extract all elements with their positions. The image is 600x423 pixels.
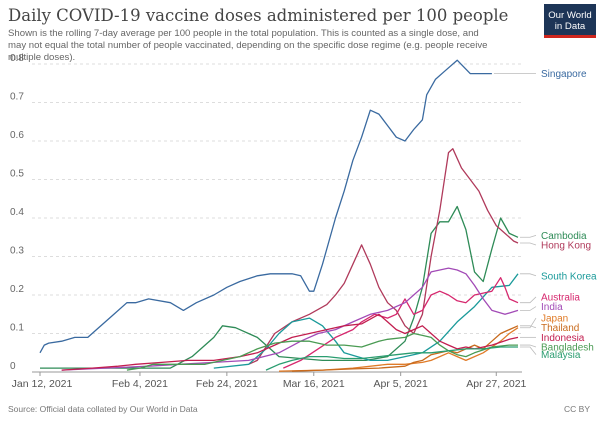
series-label-bangladesh[interactable]: Bangladesh [541, 342, 594, 353]
series-line-india[interactable] [61, 267, 519, 371]
label-connector [520, 242, 537, 246]
label-connector [520, 306, 537, 311]
y-tick-labels: 0 0.1 0.2 0.3 0.4 0.5 0.6 0.7 0.8 [10, 53, 24, 372]
y-tick-label: 0.6 [10, 130, 24, 141]
y-tick-label: 0.3 [10, 246, 24, 257]
source-note[interactable]: Source: Official data collated by Our Wo… [8, 404, 198, 414]
label-connector [520, 296, 537, 304]
series-line-australia[interactable] [283, 277, 519, 369]
series-line-singapore[interactable] [39, 59, 492, 354]
series-label-cambodia[interactable]: Cambodia [541, 231, 587, 242]
y-tick-label: 0.1 [10, 323, 24, 334]
label-connector [520, 325, 537, 329]
series-line-bangladesh[interactable] [126, 332, 518, 371]
y-tick-label: 0 [10, 361, 16, 372]
series-label-australia[interactable]: Australia [541, 292, 580, 303]
label-connector [520, 346, 537, 355]
label-connector [520, 317, 537, 329]
series-line-hong-kong[interactable] [248, 148, 519, 365]
series-line-indonesia[interactable] [61, 313, 519, 371]
y-tick-label: 0.5 [10, 169, 24, 180]
license-label[interactable]: CC BY [564, 404, 590, 414]
x-tick-label: Jan 12, 2021 [12, 378, 73, 390]
x-tick-label: Feb 4, 2021 [112, 378, 168, 390]
series-label-japan[interactable]: Japan [541, 314, 568, 325]
series-label-indonesia[interactable]: Indonesia [541, 333, 585, 344]
series-label-south-korea[interactable]: South Korea [541, 271, 597, 282]
x-tick-label: Apr 5, 2021 [374, 378, 428, 390]
label-connector [520, 273, 537, 277]
series-line-malaysia[interactable] [265, 346, 518, 371]
series-line-japan[interactable] [278, 327, 519, 372]
chart-subtitle: Shown is the rolling 7-day average per 1… [8, 28, 488, 63]
x-tick-labels: Jan 12, 2021 Feb 4, 2021 Feb 24, 2021 Mar 1… [12, 372, 527, 390]
owid-logo[interactable]: Our World in Data [544, 4, 596, 38]
series-label-singapore[interactable]: Singapore [541, 69, 587, 80]
series-label-thailand[interactable]: Thailand [541, 323, 579, 334]
series-label-malaysia[interactable]: Malaysia [541, 350, 581, 361]
y-tick-label: 0.4 [10, 207, 24, 218]
y-tick-label: 0.8 [10, 53, 24, 64]
x-tick-label: Apr 27, 2021 [466, 378, 526, 390]
series-line-cambodia[interactable] [40, 205, 519, 369]
chart-title: Daily COVID-19 vaccine doses administere… [8, 6, 509, 25]
logo-line-1: Our World [548, 10, 592, 21]
y-tick-label: 0.7 [10, 92, 24, 103]
x-tick-label: Feb 24, 2021 [196, 378, 258, 390]
series-lines [39, 59, 519, 372]
series-label-india[interactable]: India [541, 302, 563, 313]
series-label-hong-kong[interactable]: Hong Kong [541, 240, 591, 251]
y-tick-label: 0.2 [10, 284, 24, 295]
logo-line-2: in Data [554, 21, 586, 32]
label-connector [520, 344, 537, 348]
grid-lines [32, 63, 522, 373]
label-connector [520, 234, 537, 238]
x-tick-label: Mar 16, 2021 [283, 378, 345, 390]
